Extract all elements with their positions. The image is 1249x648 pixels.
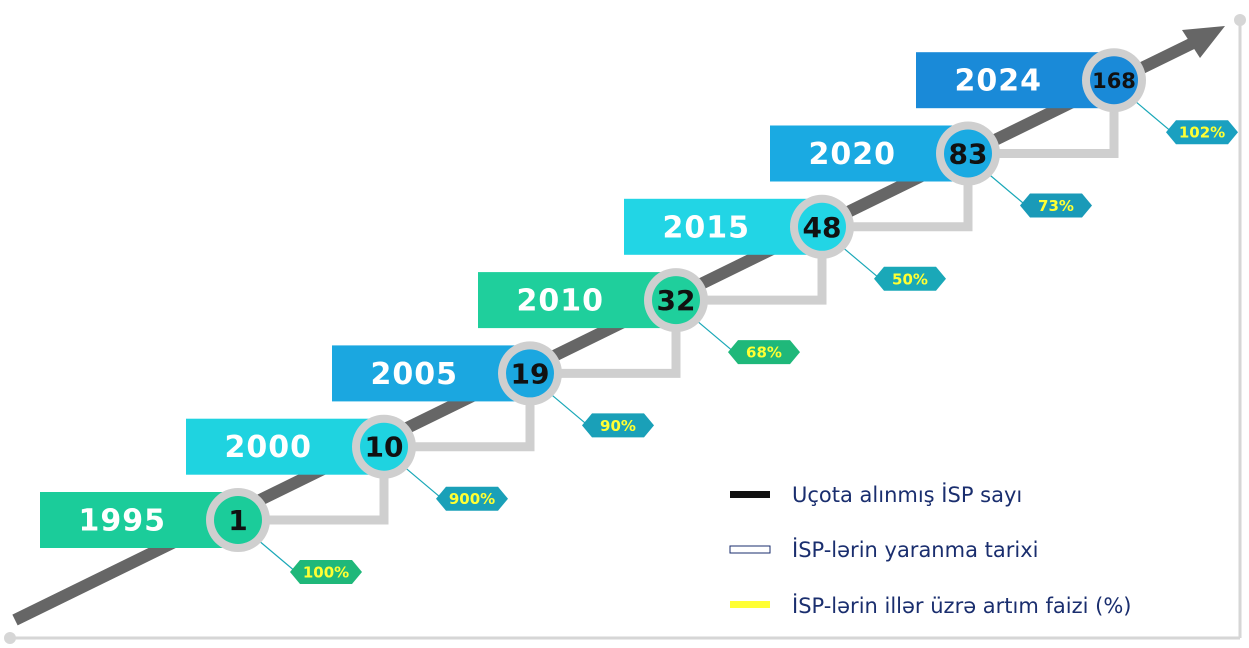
boxes: 1995 100% 2000 900% 2005 90% 2010 68% 2015 50% 202…: [40, 52, 1238, 584]
year-label: 1995: [79, 504, 167, 539]
count-circle: [798, 202, 846, 251]
frame-dot: [1234, 14, 1246, 26]
count-circle: [944, 129, 992, 178]
count-circle: [506, 349, 554, 398]
tag-line: [1133, 99, 1173, 133]
growth-tag: [874, 266, 946, 291]
growth-label: 100%: [303, 564, 349, 582]
tag-line: [549, 392, 589, 426]
count-label: 19: [511, 357, 550, 390]
growth-label: 68%: [746, 344, 782, 362]
steps: 1995 100% 2000 900% 2005 90% 2010 68% 2015 50% 202…: [40, 48, 1238, 584]
year-label: 2024: [955, 64, 1043, 99]
circles: 1 10 19 32 48 83 168: [206, 48, 1146, 552]
growth-label: 50%: [892, 270, 928, 288]
tag-line: [403, 466, 443, 500]
growth-label: 90%: [600, 417, 636, 435]
count-label: 1: [228, 504, 247, 537]
year-box: [332, 345, 522, 402]
year-label: 2000: [225, 430, 313, 465]
tag-line: [257, 539, 297, 573]
legend-label: İSP-lərin yaranma tarixi: [792, 537, 1038, 562]
growth-tag: [582, 413, 654, 438]
growth-tag: [436, 486, 508, 511]
count-label: 10: [365, 431, 404, 464]
year-box: [916, 52, 1106, 109]
year-box: [478, 272, 668, 329]
year-label: 2010: [517, 284, 605, 319]
year-label: 2005: [371, 357, 459, 392]
growth-tag: [1020, 193, 1092, 218]
legend-label: İSP-lərin illər üzrə artım faizi (%): [792, 593, 1131, 618]
year-box: [624, 198, 814, 255]
growth-label: 102%: [1179, 124, 1225, 142]
growth-tag: [728, 340, 800, 365]
arrow-head: [1182, 26, 1225, 58]
legend-swatch: [730, 601, 770, 608]
year-box: [770, 125, 960, 182]
count-label: 32: [657, 284, 696, 317]
count-circle: [652, 276, 700, 325]
count-label: 168: [1092, 69, 1136, 93]
count-circle: [1090, 56, 1138, 105]
growth-label: 900%: [449, 490, 495, 508]
legend-swatch: [730, 491, 770, 498]
year-label: 2020: [809, 137, 897, 172]
tag-line: [987, 173, 1027, 206]
tag-line: [695, 319, 735, 353]
growth-label: 73%: [1038, 197, 1074, 215]
growth-tag: [1166, 120, 1238, 145]
count-label: 83: [949, 138, 988, 171]
year-box: [40, 492, 230, 548]
tag-line: [841, 246, 881, 280]
count-circle: [360, 422, 408, 471]
count-circle: [214, 496, 262, 544]
legend-swatch: [729, 545, 771, 554]
legend-label: Uçota alınmış İSP sayı: [792, 482, 1022, 507]
year-label: 2015: [663, 210, 751, 245]
growth-tag: [290, 560, 362, 584]
count-label: 48: [803, 211, 842, 244]
frame-dot: [4, 632, 16, 644]
year-box: [186, 418, 376, 475]
